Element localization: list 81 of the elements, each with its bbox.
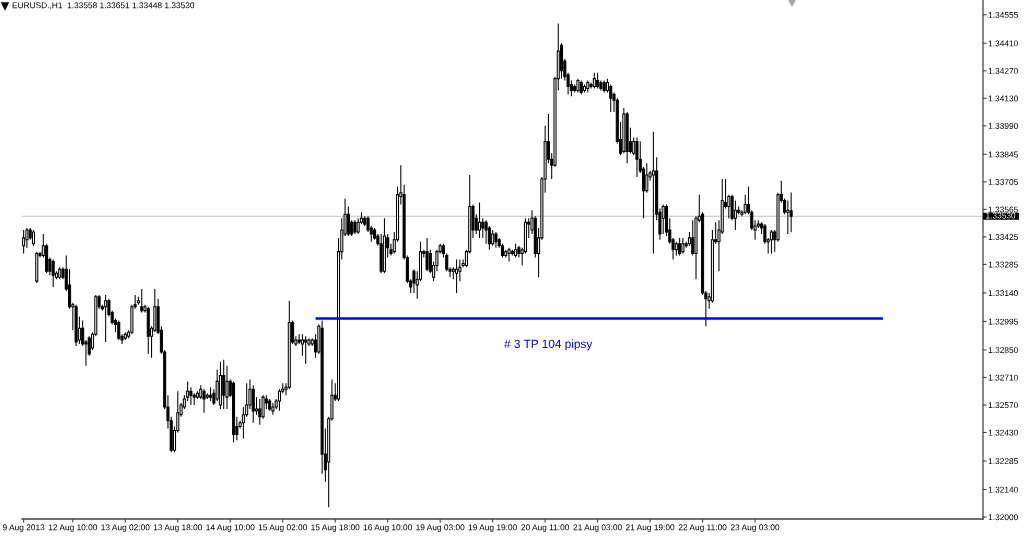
y-tick-label: 1.33990 xyxy=(988,123,1018,129)
candlestick xyxy=(678,237,682,257)
candlestick xyxy=(576,78,580,93)
candlestick xyxy=(218,361,222,410)
candlestick xyxy=(425,237,429,272)
x-tick-label: 21 Aug 03:00 xyxy=(573,524,622,532)
y-tick-label: 1.34555 xyxy=(988,11,1018,18)
x-tick-label: 19 Aug 19:00 xyxy=(468,524,517,532)
candlestick xyxy=(602,80,606,93)
x-tick-label: 12 Aug 10:00 xyxy=(48,524,98,532)
y-tick-label: 1.33285 xyxy=(988,261,1018,268)
y-tick-label: 1.33565 xyxy=(988,206,1018,213)
candlestick xyxy=(491,229,495,247)
ref-line-label: 1.33530 xyxy=(986,212,1016,219)
candlestick xyxy=(268,398,272,412)
x-tick-label: 20 Aug 11:00 xyxy=(521,524,570,532)
candlestick xyxy=(651,131,655,255)
series-label: # 3 TP 104 pipsy xyxy=(504,339,593,351)
candlestick xyxy=(635,137,639,178)
candlestick xyxy=(123,331,127,341)
candlestick xyxy=(35,251,39,284)
x-tick-label: 14 Aug 10:00 xyxy=(206,524,255,532)
candlestick xyxy=(51,258,55,288)
candlestick xyxy=(304,335,308,365)
candlestick xyxy=(579,80,583,95)
x-tick-label: 22 Aug 11:00 xyxy=(678,524,727,532)
x-tick-label: 19 Aug 03:00 xyxy=(416,524,465,532)
x-tick-label: 21 Aug 19:00 xyxy=(625,524,675,532)
candlestick xyxy=(455,258,459,294)
candlestick xyxy=(258,398,262,426)
chart-title: EURUSD.,H1 1.33558 1.33651 1.33448 1.33530 xyxy=(12,2,195,10)
candlestick xyxy=(514,243,518,259)
candlestick xyxy=(592,72,596,89)
y-tick-label: 1.32140 xyxy=(988,486,1018,493)
candlestick xyxy=(586,80,590,93)
candlestick xyxy=(674,241,678,257)
candlestick xyxy=(789,191,793,233)
candlestick xyxy=(117,319,121,341)
candlestick xyxy=(222,359,226,410)
candlestick xyxy=(140,288,144,314)
candlestick xyxy=(478,201,482,239)
y-tick-label: 1.32000 xyxy=(988,514,1018,521)
y-tick-label: 1.32285 xyxy=(988,458,1018,465)
y-tick-label: 1.33845 xyxy=(988,151,1018,158)
candlestick xyxy=(31,229,36,247)
y-tick-label: 1.32710 xyxy=(988,374,1018,381)
candlestick xyxy=(202,388,206,414)
x-tick-label: 13 Aug 18:00 xyxy=(153,524,203,532)
candlestick xyxy=(582,84,587,93)
y-tick-label: 1.32430 xyxy=(988,429,1018,436)
x-tick-label: 23 Aug 03:00 xyxy=(730,524,780,532)
candlestick xyxy=(22,229,26,255)
candlestick xyxy=(146,306,150,355)
candlestick xyxy=(58,266,62,280)
x-tick-label: 13 Aug 02:00 xyxy=(101,524,150,532)
x-tick-label: 9 Aug 2013 xyxy=(2,524,45,532)
y-tick-label: 1.34410 xyxy=(988,40,1018,47)
candlestick xyxy=(104,294,108,343)
candlestick xyxy=(271,402,275,416)
y-tick-label: 1.33140 xyxy=(988,290,1018,297)
y-tick-label: 1.34130 xyxy=(988,95,1018,102)
candlestick xyxy=(232,380,236,443)
candlestick xyxy=(382,217,386,274)
x-tick-label: 15 Aug 18:00 xyxy=(311,524,360,532)
y-tick-label: 1.33425 xyxy=(988,234,1018,240)
candlestick xyxy=(494,231,498,249)
y-tick-label: 1.32850 xyxy=(988,347,1018,354)
candlestick xyxy=(625,111,629,164)
candlestick xyxy=(353,219,357,235)
candlestick xyxy=(209,386,213,402)
y-tick-label: 1.34270 xyxy=(988,67,1018,74)
y-tick-label: 1.33705 xyxy=(988,179,1018,185)
candlestick xyxy=(681,237,685,255)
x-tick-label: 15 Aug 02:00 xyxy=(258,524,307,532)
candlestick xyxy=(596,72,600,89)
y-tick-label: 1.32995 xyxy=(988,318,1018,325)
candlestick xyxy=(74,304,78,347)
y-tick-label: 1.32570 xyxy=(988,402,1018,409)
x-tick-label: 16 Aug 10:00 xyxy=(363,524,412,532)
candlestick xyxy=(769,229,773,255)
candlestick xyxy=(507,247,511,262)
